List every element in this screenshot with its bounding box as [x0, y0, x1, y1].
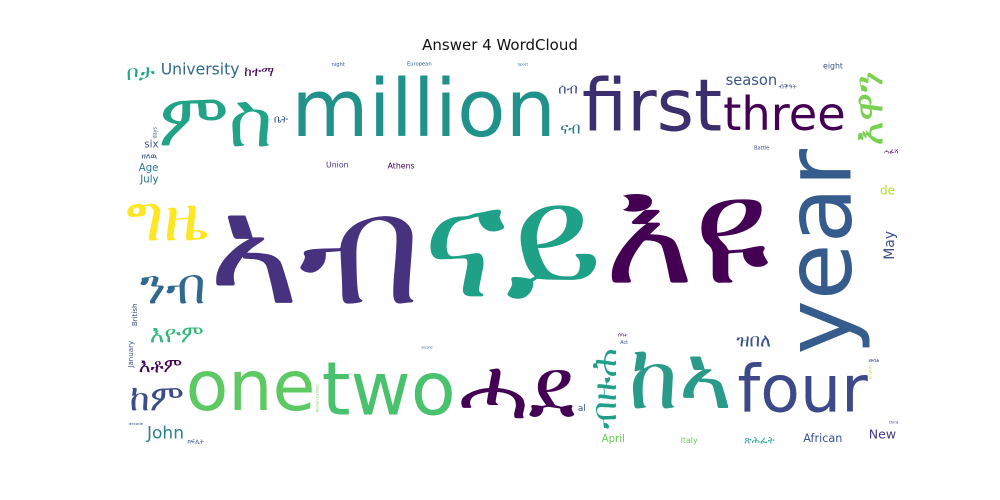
word-0: ናይ [423, 151, 603, 334]
word-73: ሰብ [558, 82, 578, 98]
word-32: July [139, 175, 158, 186]
word-64: Act [620, 340, 628, 346]
word-10: three [723, 87, 845, 141]
word-25: ቦታ [127, 61, 155, 86]
word-38: May [882, 231, 898, 260]
word-62: days [153, 127, 159, 139]
word-31: April [602, 434, 625, 445]
word-40: eight [823, 61, 843, 70]
word-26: እቶም [139, 354, 182, 377]
word-34: African [803, 432, 842, 445]
word-2: ኣብ [208, 161, 421, 340]
word-5: million [291, 62, 556, 155]
word-29: ናብ [560, 120, 580, 138]
word-14: እዮም [150, 319, 204, 348]
word-37: Italy [681, 436, 698, 445]
word-81: ሓፈሻ [884, 147, 898, 155]
word-60: night [332, 62, 345, 68]
word-39: de [880, 183, 895, 197]
word-17: ብዙሕ [585, 348, 625, 429]
chart-title: Answer 4 WordCloud [422, 36, 578, 54]
word-4: ሓደ [459, 341, 575, 440]
word-44: European [407, 62, 432, 68]
word-89: ሰባት [618, 333, 628, 339]
word-16: ከም [130, 376, 184, 419]
word-28: ከተማ [244, 64, 274, 80]
word-47: English [868, 365, 873, 380]
word-82: ክፍሊት [187, 438, 204, 446]
word-23: John [146, 424, 184, 444]
word-7: one [186, 346, 316, 427]
word-35: Athens [388, 161, 415, 170]
word-15: ንብ [140, 258, 206, 316]
word-79: ዘለዉ [142, 152, 158, 161]
word-9: first [582, 63, 722, 147]
word-18: እዋን [844, 71, 893, 146]
word-55: third [889, 420, 899, 425]
word-50: Sport [518, 62, 529, 67]
word-12: four [737, 353, 868, 428]
word-27: ዝበለ [736, 331, 771, 352]
word-61: six [144, 140, 158, 151]
word-24: New [869, 427, 896, 442]
word-8: year [764, 149, 872, 355]
word-6: two [322, 347, 456, 432]
word-21: season [726, 72, 778, 89]
word-71: al [578, 404, 586, 414]
word-13: ምስ [159, 76, 273, 164]
word-33: Age [139, 163, 159, 174]
word-cloud: ናይ ኣብ እዩ ከኣ ሓደ million two year first one ምስ three ግ… [125, 60, 900, 447]
word-54: decade [129, 421, 144, 426]
word-1: እዩ [604, 143, 769, 319]
word-3: ከኣ [628, 325, 732, 430]
word-74: ቤት [274, 114, 288, 125]
word-48: January [126, 341, 135, 369]
word-90: መበል [869, 358, 881, 364]
word-52: Battle [754, 145, 769, 151]
word-77: ብቕዓት [779, 82, 798, 90]
word-36: Union [326, 160, 349, 169]
word-22: University [161, 61, 240, 79]
word-11: ግዜ [126, 182, 208, 257]
word-70: second [421, 345, 432, 349]
word-69: Roman Catholic [316, 384, 320, 412]
word-46: British [130, 303, 139, 326]
word-78: ጽሕፈት [744, 435, 774, 446]
